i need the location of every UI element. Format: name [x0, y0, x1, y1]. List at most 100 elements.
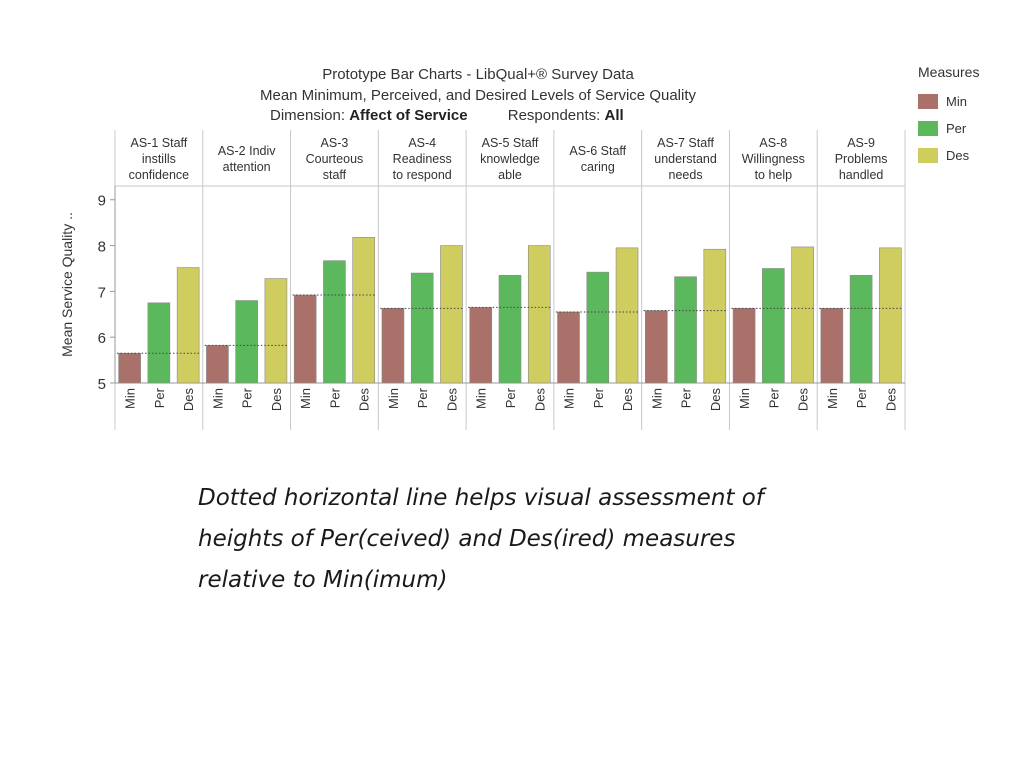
legend-label-per: Per: [946, 121, 967, 136]
legend-swatch-min: [918, 94, 938, 109]
bar: [703, 248, 727, 384]
x-tick-label: Min: [298, 388, 313, 409]
panel-header-text: AS-1 Staff: [131, 136, 188, 150]
panel-header-text: staff: [323, 168, 347, 182]
x-tick-label: Des: [620, 388, 635, 412]
panel-header-text: Readiness: [393, 152, 452, 166]
bar: [147, 302, 171, 384]
panel-header-text: AS-4: [408, 136, 436, 150]
bar: [410, 272, 434, 384]
caption-line-2: heights of Per(ceived) and Des(ired) mea…: [198, 526, 736, 552]
x-tick-label: Per: [854, 387, 869, 408]
y-axis-label: Mean Service Quality ..: [59, 212, 75, 357]
panel-header-text: attention: [223, 160, 271, 174]
x-tick-label: Min: [210, 388, 225, 409]
panel-header-text: AS-5 Staff: [482, 136, 539, 150]
panel-header-text: needs: [669, 168, 703, 182]
bar: [293, 294, 317, 384]
dimension-line: Dimension: Affect of Service Respondents…: [270, 107, 624, 124]
x-tick-label: Min: [386, 388, 401, 409]
respondents-value: All: [604, 107, 624, 124]
panel-header-text: handled: [839, 168, 884, 182]
y-tick-label: 9: [98, 193, 106, 210]
x-tick-label: Min: [825, 388, 840, 409]
bar: [469, 307, 493, 384]
legend-label-min: Min: [946, 94, 967, 109]
panel-header-text: caring: [581, 160, 615, 174]
dimension-label: Dimension:: [270, 107, 346, 124]
dimension-value: Affect of Service: [349, 107, 468, 124]
x-tick-label: Des: [796, 388, 811, 412]
bar: [586, 271, 610, 384]
panel-header-text: confidence: [129, 168, 190, 182]
x-tick-label: Des: [269, 388, 284, 412]
legend-item-des: Des: [918, 142, 979, 169]
x-tick-label: Min: [123, 388, 138, 409]
x-tick-label: Per: [679, 387, 694, 408]
bar: [118, 352, 141, 384]
x-tick-label: Per: [152, 387, 167, 408]
x-tick-label: Per: [591, 387, 606, 408]
chart-title: Prototype Bar Charts - LibQual+® Survey …: [322, 66, 634, 83]
bar: [762, 268, 785, 384]
legend: Measures Min Per Des: [918, 64, 979, 169]
caption: Dotted horizontal line helps visual asse…: [198, 478, 898, 601]
bar: [557, 311, 580, 384]
y-tick-label: 8: [98, 239, 106, 256]
x-tick-label: Des: [532, 388, 547, 412]
legend-item-min: Min: [918, 88, 979, 115]
panel-header-text: Willingness: [742, 152, 805, 166]
bar: [176, 267, 200, 384]
bar: [440, 245, 463, 384]
x-tick-label: Min: [474, 388, 489, 409]
x-tick-label: Des: [357, 388, 372, 412]
caption-line-1: Dotted horizontal line helps visual asse…: [198, 485, 764, 511]
panel-header-text: to help: [755, 168, 793, 182]
panel-header-text: AS-9: [847, 136, 875, 150]
panel-header-text: AS-2 Indiv: [218, 144, 276, 158]
x-tick-label: Per: [240, 387, 255, 408]
panel-header-text: able: [498, 168, 522, 182]
y-tick-label: 7: [98, 284, 106, 301]
panel-header-text: instills: [142, 152, 176, 166]
panel-header-text: AS-8: [759, 136, 787, 150]
chart-subtitle: Mean Minimum, Perceived, and Desired Lev…: [259, 87, 697, 104]
caption-line-3: relative to Min(imum): [198, 567, 448, 593]
bar: [527, 245, 551, 384]
bar: [791, 246, 814, 384]
bar: [235, 300, 258, 384]
x-tick-label: Des: [883, 388, 898, 412]
legend-title: Measures: [918, 64, 980, 80]
bar: [879, 247, 902, 384]
x-tick-label: Min: [649, 388, 664, 409]
bar: [820, 308, 844, 384]
x-tick-label: Per: [503, 387, 518, 408]
bar: [206, 345, 229, 384]
y-tick-label: 5: [98, 376, 106, 393]
bar: [381, 308, 405, 384]
x-tick-label: Des: [181, 388, 196, 412]
x-tick-label: Min: [562, 388, 577, 409]
bar: [615, 247, 639, 384]
panel-header-text: understand: [654, 152, 717, 166]
bar: [674, 276, 697, 384]
x-tick-label: Per: [415, 387, 430, 408]
panel-header-text: AS-3: [321, 136, 349, 150]
legend-swatch-des: [918, 148, 938, 163]
x-tick-label: Des: [444, 388, 459, 412]
x-tick-label: Min: [737, 388, 752, 409]
bar: [644, 310, 668, 384]
panel-header-text: AS-6 Staff: [569, 144, 626, 158]
panel-header-text: to respond: [393, 168, 452, 182]
panel-header-text: AS-7 Staff: [657, 136, 714, 150]
bar: [732, 308, 756, 384]
panel-header-text: knowledge: [480, 152, 540, 166]
panel-header-text: Problems: [835, 152, 888, 166]
y-tick-label: 6: [98, 330, 106, 347]
bar: [323, 260, 346, 384]
x-tick-label: Per: [766, 387, 781, 408]
bar: [849, 275, 873, 384]
bar: [498, 275, 522, 384]
bar: [264, 278, 288, 384]
